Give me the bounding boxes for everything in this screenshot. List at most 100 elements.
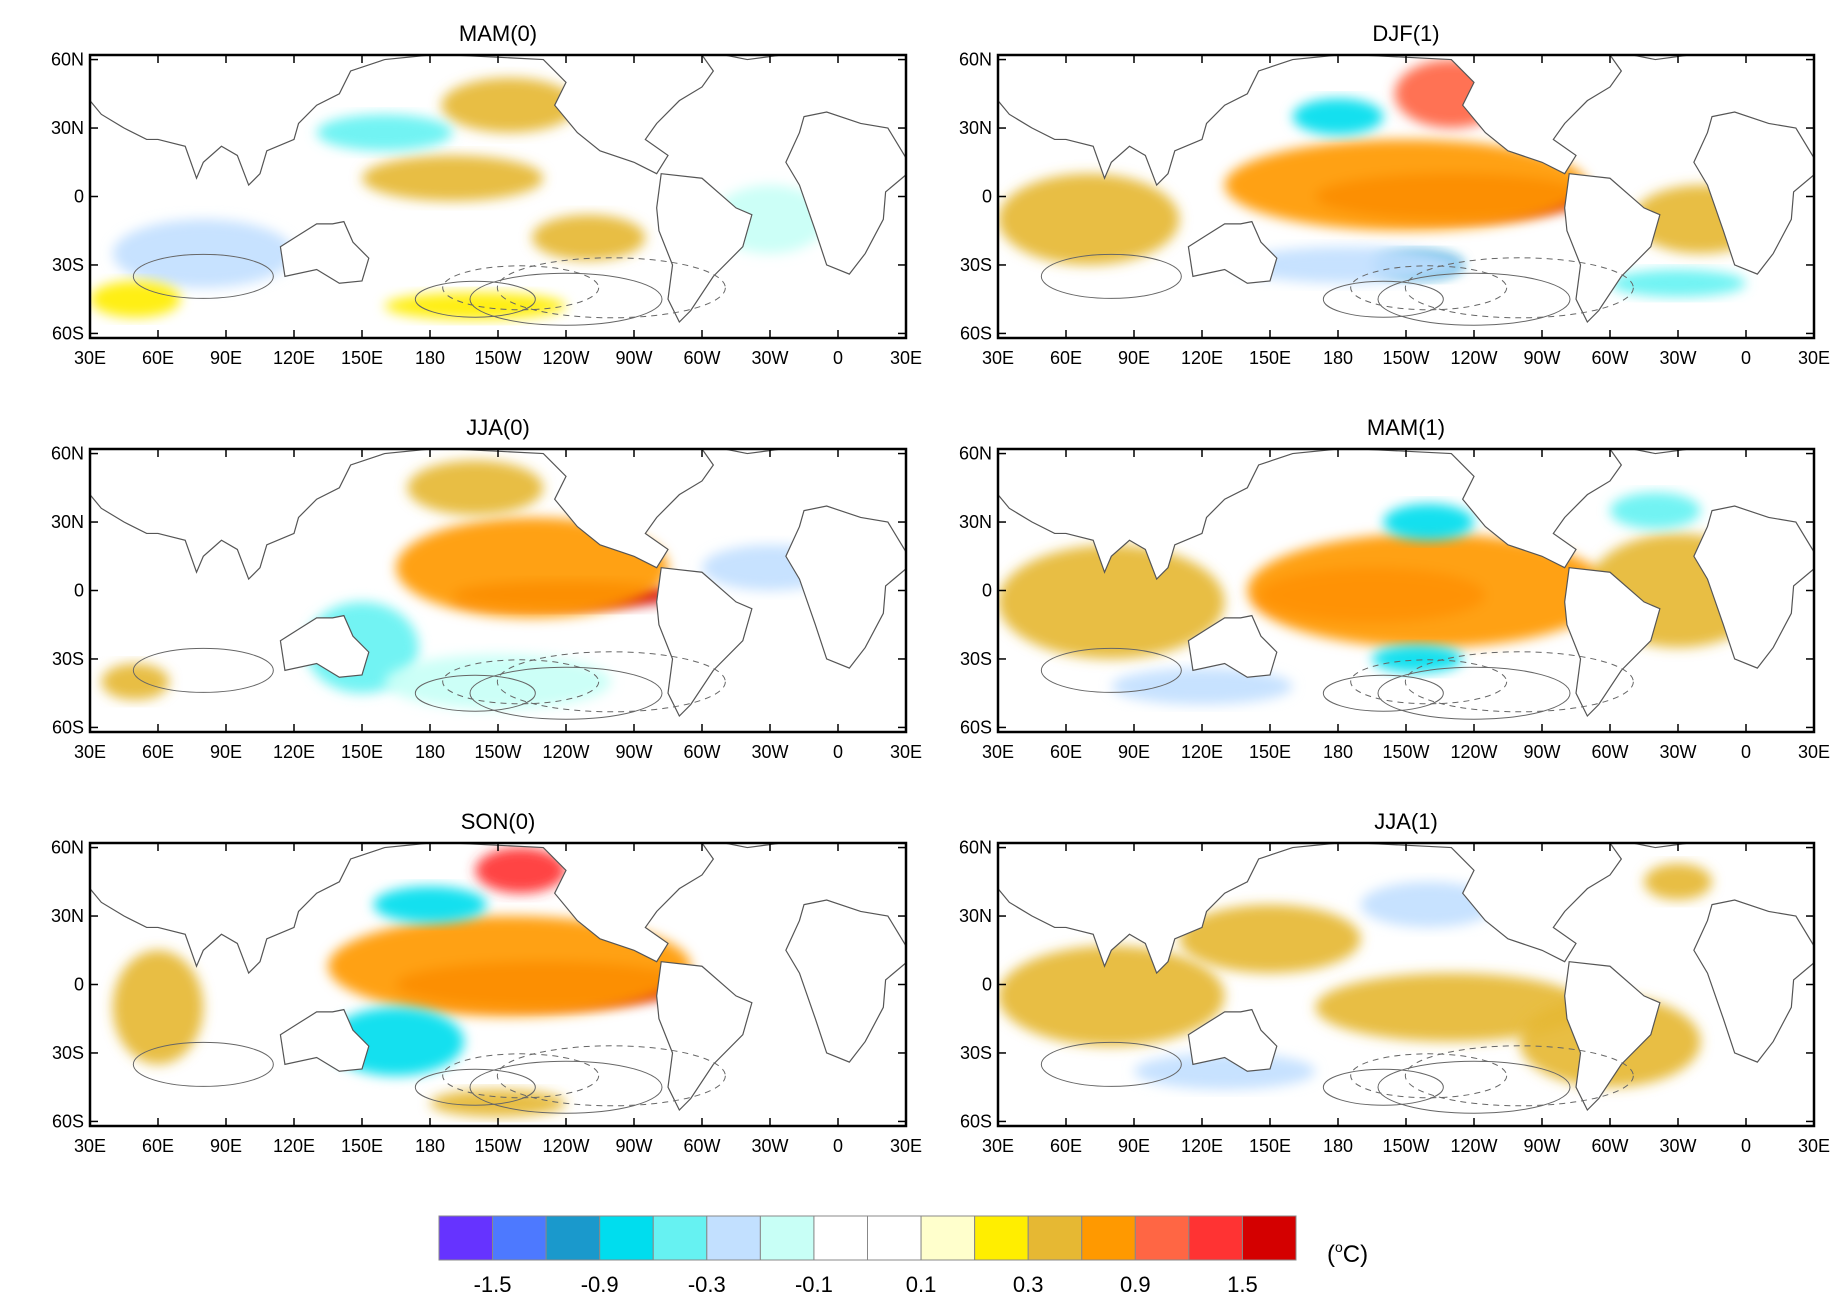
lat-tick-label: 60S [52,1111,84,1131]
coastline [1693,899,1814,1063]
panel-title: JJA(1) [1374,809,1438,834]
lat-tick-label: 0 [74,187,84,207]
lon-tick-label: 180 [1323,1136,1353,1156]
lon-tick-label: 0 [833,348,843,368]
sst-anomaly-region [407,460,544,516]
sst-anomaly-region [1610,492,1701,529]
sst-anomaly-region [441,77,578,133]
lon-tick-label: 30E [890,348,922,368]
sst-anomaly-field [998,843,1814,1114]
sst-anomaly-region [362,155,544,202]
sst-anomaly-region [532,214,646,261]
sst-anomaly-region [1292,98,1384,135]
coastline [1693,505,1814,669]
lon-tick-label: 180 [1323,348,1353,368]
lon-tick-label: 150W [1382,1136,1429,1156]
colorbar-swatch [813,1215,868,1261]
sst-anomaly-region [1224,139,1588,231]
lat-tick-label: 60S [960,1111,992,1131]
sst-anomaly-region [475,847,566,894]
coastline [998,55,1339,187]
lon-tick-label: 120E [1181,742,1223,762]
sst-anomaly-region [1134,1052,1316,1090]
lon-tick-label: 90W [1523,742,1560,762]
panel-title: MAM(1) [1367,415,1445,440]
lat-tick-label: 60N [51,50,84,70]
lon-tick-label: 150E [341,742,383,762]
colorbar-tick-label: -0.9 [581,1272,619,1297]
lat-tick-label: 30S [52,649,84,669]
lon-tick-label: 150W [474,742,521,762]
lon-tick-label: 180 [415,742,445,762]
sst-anomaly-region [1179,904,1361,974]
lon-tick-label: 180 [1323,742,1353,762]
sst-anomaly-region [316,114,453,151]
coastline [1564,567,1661,718]
coastline [1360,55,1623,175]
coastline [1360,449,1623,569]
map-panel-djf1: DJF(1) 60N 30N 0 30S 60S 30E 60E 90E 120E 150E 180 1… [959,21,1830,368]
lon-tick-label: 30W [751,1136,788,1156]
lat-tick-label: 30N [51,512,84,532]
lon-tick-label: 60E [1050,742,1082,762]
lon-tick-label: 90E [210,1136,242,1156]
coastline [279,614,370,678]
lon-tick-label: 120E [273,1136,315,1156]
contour-line [1404,651,1634,713]
sst-anomaly-field [90,843,906,1117]
lon-tick-label: 120W [542,348,589,368]
contour-line [1040,253,1182,299]
panel-title: DJF(1) [1372,21,1439,46]
lon-tick-label: 30W [1659,348,1696,368]
coastline [785,111,906,275]
lon-tick-label: 30E [74,742,106,762]
sst-anomaly-region [373,886,487,923]
coastline [1693,111,1814,275]
lon-tick-label: 90W [1523,348,1560,368]
lon-tick-label: 150E [341,348,383,368]
colorbar-swatch [1134,1215,1190,1261]
lat-tick-label: 60S [960,323,992,343]
colorbar-tick-label: 1.5 [1227,1272,1258,1297]
sst-anomaly-region [90,280,181,318]
map-panel-mam1: MAM(1) 60N 30N 0 30S 60S 30E 60E 90E 120E 150E 180 1… [959,415,1830,762]
lon-tick-label: 30E [1798,1136,1830,1156]
coastline [656,173,753,324]
lat-tick-label: 30N [959,906,992,926]
colorbar-swatch [545,1215,601,1261]
lon-tick-label: 150W [474,348,521,368]
lon-tick-label: 90E [1118,742,1150,762]
colorbar-swatch [867,1215,922,1261]
lat-tick-label: 0 [982,187,992,207]
lon-tick-label: 60W [1591,1136,1628,1156]
contour-line [1350,659,1508,705]
sst-anomaly-region [328,916,691,1017]
contour-line [496,257,726,319]
contour-line [496,1045,726,1107]
sst-anomaly-region [1644,863,1712,901]
sst-anomaly-region [1247,533,1610,648]
sst-anomaly-region [384,654,612,710]
sst-anomaly-region [1236,246,1463,284]
lat-tick-label: 0 [74,975,84,995]
contour-line [1377,272,1571,326]
lon-tick-label: 120W [1450,742,1497,762]
map-panel-mam0: MAM(0) 60N 30N 0 30S 60S 30E 60E 90E 120E 150E 180 1… [51,21,922,368]
lat-tick-label: 30S [52,1043,84,1063]
lon-tick-label: 60W [683,742,720,762]
colorbar-tick-label: 0.1 [906,1272,937,1297]
lon-tick-label: 0 [833,742,843,762]
colorbar-swatch [1081,1215,1136,1261]
coastline [1187,614,1278,678]
coastline [1564,173,1661,324]
sst-anomaly-region [430,1089,566,1117]
lon-tick-label: 60W [1591,742,1628,762]
map-panel-jja0: JJA(0) 60N 30N 0 30S 60S 30E 60E 90E 120E 150E 180 1… [51,415,922,762]
sst-anomaly-region [998,544,1225,659]
sst-anomaly-region [1315,973,1588,1042]
sst-anomaly-region [112,219,295,288]
contour-line [469,1060,663,1114]
lat-tick-label: 60S [52,323,84,343]
contour-line [1377,1060,1571,1114]
